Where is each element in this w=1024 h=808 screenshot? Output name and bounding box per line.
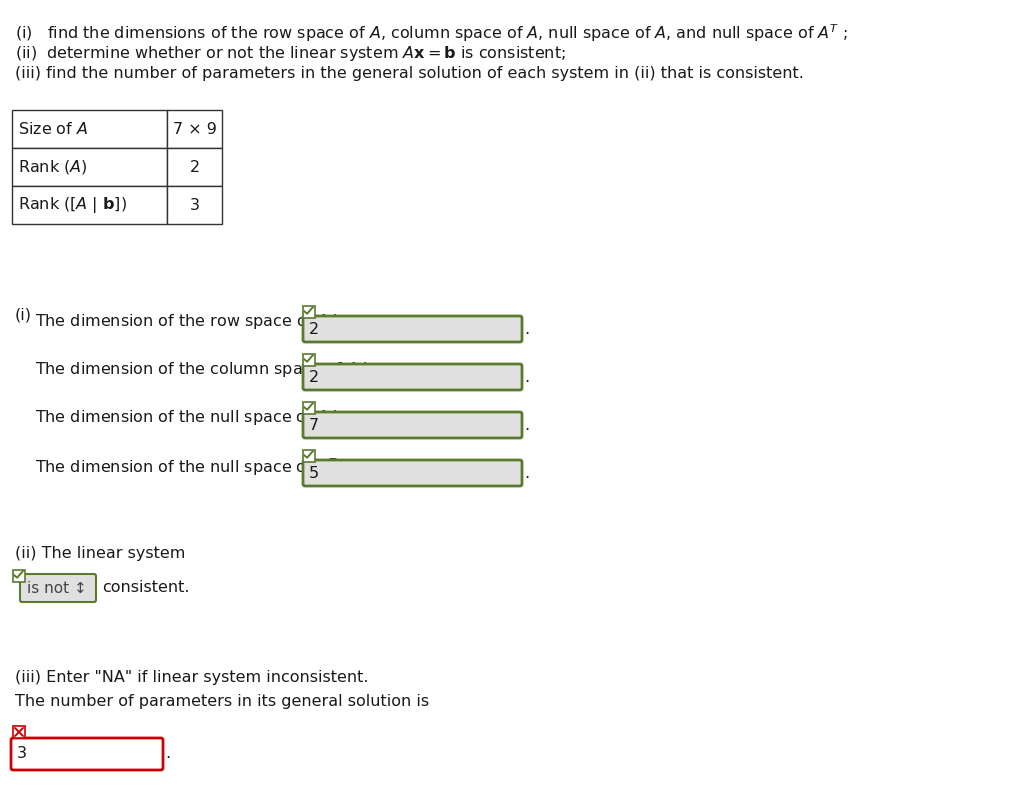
Text: (ii)  determine whether or not the linear system $A\mathbf{x} = \mathbf{b}$ is c: (ii) determine whether or not the linear…	[15, 44, 566, 63]
Bar	[12, 148, 167, 186]
Bar	[13, 726, 25, 738]
Text: (iii) Enter "NA" if linear system inconsistent.: (iii) Enter "NA" if linear system incons…	[15, 670, 369, 685]
Bar	[303, 450, 315, 462]
Text: The dimension of the row space of $A$ is: The dimension of the row space of $A$ is	[35, 312, 347, 331]
Text: consistent.: consistent.	[102, 580, 189, 595]
Text: .: .	[524, 418, 529, 432]
Bar	[13, 570, 25, 582]
Text: 2: 2	[309, 369, 319, 385]
Text: The dimension of the null space of $A^T$ is: The dimension of the null space of $A^T$…	[35, 456, 355, 478]
Text: The dimension of the column space of $A$ is: The dimension of the column space of $A$…	[35, 360, 376, 379]
Text: 2: 2	[309, 322, 319, 336]
FancyBboxPatch shape	[303, 412, 522, 438]
Text: The number of parameters in its general solution is: The number of parameters in its general …	[15, 694, 429, 709]
Text: The dimension of the null space of $A$ is: The dimension of the null space of $A$ i…	[35, 408, 346, 427]
Bar	[167, 110, 222, 148]
Text: Rank ($[A$ | $\mathbf{b}]$): Rank ($[A$ | $\mathbf{b}]$)	[18, 195, 127, 215]
Text: (iii) find the number of parameters in the general solution of each system in (i: (iii) find the number of parameters in t…	[15, 66, 804, 81]
Text: 2: 2	[189, 159, 200, 175]
FancyBboxPatch shape	[303, 316, 522, 342]
Text: Rank ($A$): Rank ($A$)	[18, 158, 87, 176]
FancyBboxPatch shape	[11, 738, 163, 770]
Text: .: .	[524, 322, 529, 336]
Text: 7: 7	[309, 418, 319, 432]
Text: .: .	[165, 747, 170, 761]
Bar	[12, 186, 167, 224]
FancyBboxPatch shape	[303, 364, 522, 390]
Text: 3: 3	[17, 747, 27, 761]
Text: is not ↕: is not ↕	[27, 580, 87, 595]
Bar	[303, 354, 315, 366]
Bar	[303, 402, 315, 414]
Text: .: .	[524, 369, 529, 385]
FancyBboxPatch shape	[303, 460, 522, 486]
Bar	[12, 110, 167, 148]
FancyBboxPatch shape	[20, 574, 96, 602]
Text: 7 × 9: 7 × 9	[173, 121, 216, 137]
Bar	[167, 148, 222, 186]
Text: (i)   find the dimensions of the row space of $A$, column space of $A$, null spa: (i) find the dimensions of the row space…	[15, 22, 848, 44]
Text: .: .	[524, 465, 529, 481]
Text: Size of $A$: Size of $A$	[18, 121, 88, 137]
Text: 5: 5	[309, 465, 319, 481]
Bar	[303, 306, 315, 318]
Bar	[167, 186, 222, 224]
Text: (ii) The linear system: (ii) The linear system	[15, 546, 185, 561]
Text: 3: 3	[189, 197, 200, 213]
Text: (i): (i)	[15, 308, 32, 323]
